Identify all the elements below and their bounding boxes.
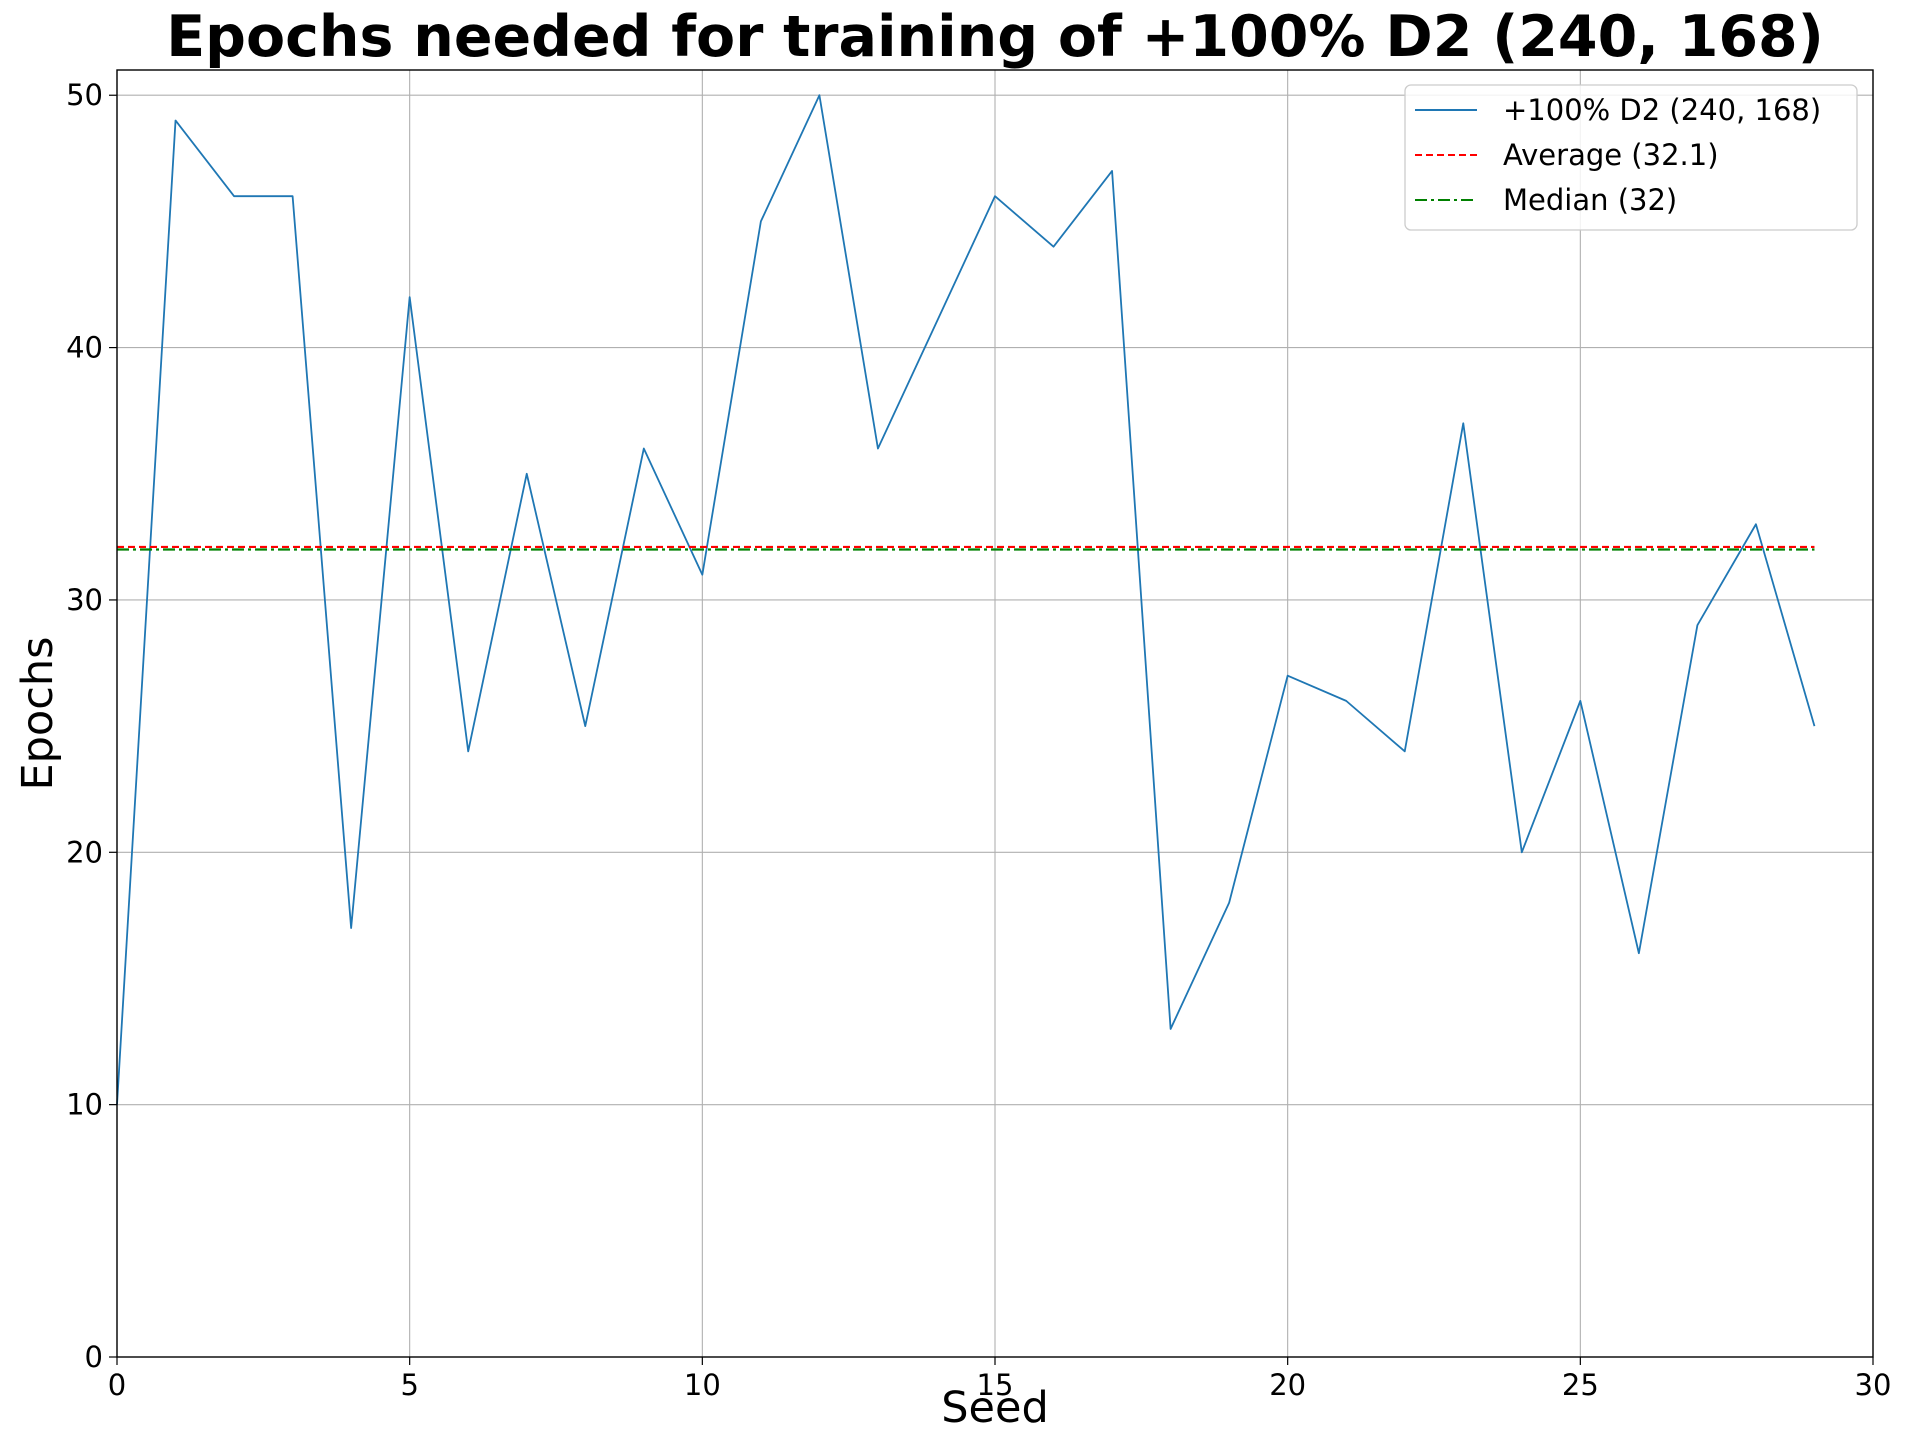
x-tick-label: 5 xyxy=(400,1368,418,1402)
x-tick-label: 15 xyxy=(977,1368,1014,1402)
y-tick-label: 50 xyxy=(66,78,103,112)
y-tick-label: 40 xyxy=(66,331,103,365)
x-tick-label: 25 xyxy=(1562,1368,1599,1402)
y-tick-label: 10 xyxy=(66,1088,103,1122)
y-tick-label: 0 xyxy=(85,1340,103,1374)
legend-box xyxy=(1404,84,1858,231)
x-axis-title: Seed xyxy=(941,1383,1049,1433)
series-line-0 xyxy=(116,94,1816,1105)
legend: +100% D2 (240, 168) Average (32.1) Median … xyxy=(1404,84,1858,231)
legend-label-1: Average (32.1) xyxy=(1503,138,1719,172)
x-tick-label: 30 xyxy=(1855,1368,1892,1402)
x-tick-label: 10 xyxy=(684,1368,721,1402)
y-tick-label: 20 xyxy=(66,835,103,869)
y-axis-title: Epochs xyxy=(13,636,63,790)
x-tick-label: 0 xyxy=(108,1368,126,1402)
plot-series xyxy=(116,94,1816,1105)
legend-label-0: +100% D2 (240, 168) xyxy=(1503,93,1821,127)
y-tick-label: 30 xyxy=(66,583,103,617)
legend-label-2: Median (32) xyxy=(1503,183,1677,217)
chart-title: Epochs needed for training of +100% D2 (… xyxy=(166,4,1824,70)
x-tick-label: 20 xyxy=(1269,1368,1306,1402)
axis-ticks: 0 5 10 15 20 25 30 0 10 20 30 40 50 xyxy=(66,78,1891,1402)
